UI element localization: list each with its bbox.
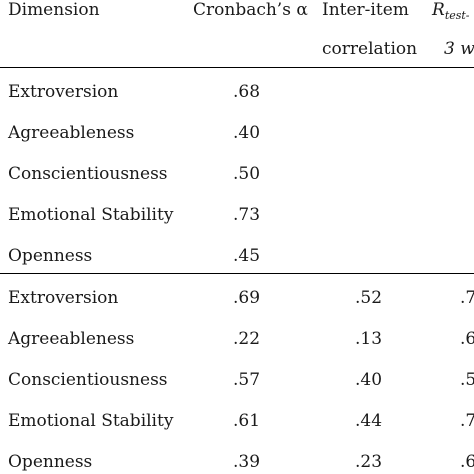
s1-row1-alpha: .68	[233, 82, 261, 102]
header-retest-symbol: R	[432, 0, 445, 20]
s2-row2-interitem: .13	[355, 329, 383, 349]
s2-row4-alpha: .61	[233, 411, 261, 431]
section-rule	[0, 273, 474, 274]
header-dimension: Dimension	[8, 0, 100, 20]
s1-row2-dimension: Agreeableness	[8, 123, 135, 143]
s2-row4-interitem: .44	[355, 411, 383, 431]
s2-row2-retest: .6	[460, 329, 474, 349]
header-retest: Rtest-	[432, 0, 470, 26]
s1-row3-dimension: Conscientiousness	[8, 164, 168, 184]
s2-row1-interitem: .52	[355, 288, 383, 308]
header-rule	[0, 67, 474, 68]
s1-row4-alpha: .73	[233, 205, 261, 225]
header-interitem-line1: Inter-item	[322, 0, 409, 20]
header-cronbach-alpha: Cronbach’s α	[193, 0, 308, 20]
s2-row5-alpha: .39	[233, 452, 261, 472]
s1-row5-dimension: Openness	[8, 246, 93, 266]
s1-row1-dimension: Extroversion	[8, 82, 119, 102]
header-retest-sub: test-	[444, 9, 470, 22]
s1-row2-alpha: .40	[233, 123, 261, 143]
s2-row1-retest: .7	[460, 288, 474, 308]
s2-row5-retest: .6	[460, 452, 474, 472]
s2-row3-interitem: .40	[355, 370, 383, 390]
s2-row4-retest: .7	[460, 411, 474, 431]
s1-row5-alpha: .45	[233, 246, 261, 266]
s2-row4-dimension: Emotional Stability	[8, 411, 174, 431]
header-retest-line2: 3 w	[444, 39, 474, 59]
s2-row5-dimension: Openness	[8, 452, 93, 472]
s2-row3-dimension: Conscientiousness	[8, 370, 168, 390]
s2-row3-retest: .5	[460, 370, 474, 390]
s1-row3-alpha: .50	[233, 164, 261, 184]
s2-row5-interitem: .23	[355, 452, 383, 472]
s2-row1-dimension: Extroversion	[8, 288, 119, 308]
header-interitem-line2: correlation	[322, 39, 418, 59]
s2-row2-dimension: Agreeableness	[8, 329, 135, 349]
s2-row3-alpha: .57	[233, 370, 261, 390]
s1-row4-dimension: Emotional Stability	[8, 205, 174, 225]
s2-row1-alpha: .69	[233, 288, 261, 308]
s2-row2-alpha: .22	[233, 329, 261, 349]
